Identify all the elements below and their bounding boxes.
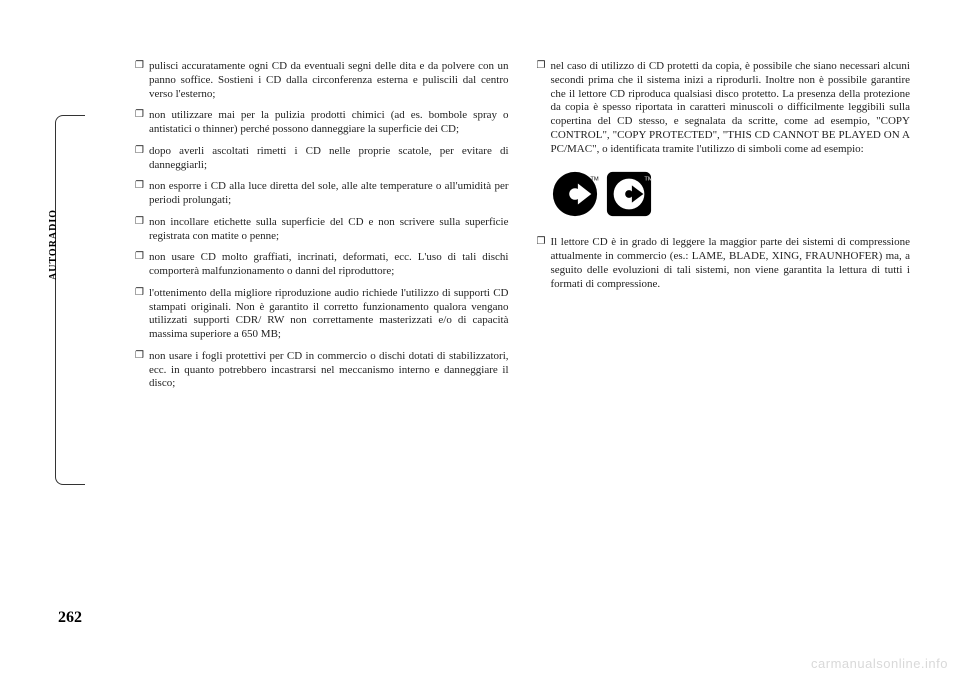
copy-control-icon-1: TM [551,170,599,218]
list-item: non incollare etichette sulla superficie… [135,216,509,244]
column-right: nel caso di utilizzo di CD protetti da c… [537,60,911,399]
list-item: dopo averli ascoltati rimetti i CD nelle… [135,145,509,173]
page-number: 262 [58,609,82,627]
left-tab-border [55,115,85,485]
list-item: non utilizzare mai per la pulizia prodot… [135,109,509,137]
svg-text:TM: TM [590,177,599,183]
list-item: Il lettore CD è in grado di leggere la m… [537,236,911,291]
list-item: l'ottenimento della migliore riproduzion… [135,287,509,342]
list-item: non usare i fogli protettivi per CD in c… [135,350,509,391]
list-item: non esporre i CD alla luce diretta del s… [135,180,509,208]
list-item: nel caso di utilizzo di CD protetti da c… [537,60,911,156]
bullet-list-left: pulisci accuratamente ogni CD da eventua… [135,60,509,391]
svg-text:TM: TM [644,177,653,183]
bullet-list-right: nel caso di utilizzo di CD protetti da c… [537,60,911,156]
bullet-list-right-2: Il lettore CD è in grado di leggere la m… [537,236,911,291]
section-label: AUTORADIO [48,209,59,280]
list-item: pulisci accuratamente ogni CD da eventua… [135,60,509,101]
copy-control-icon-2: TM [605,170,653,218]
content-columns: pulisci accuratamente ogni CD da eventua… [135,60,910,399]
copy-protection-icons: TM TM [551,170,911,218]
watermark: carmanualsonline.info [811,656,948,671]
column-left: pulisci accuratamente ogni CD da eventua… [135,60,509,399]
list-item: non usare CD molto graffiati, incrinati,… [135,251,509,279]
page: AUTORADIO 262 pulisci accuratamente ogni… [0,0,960,679]
